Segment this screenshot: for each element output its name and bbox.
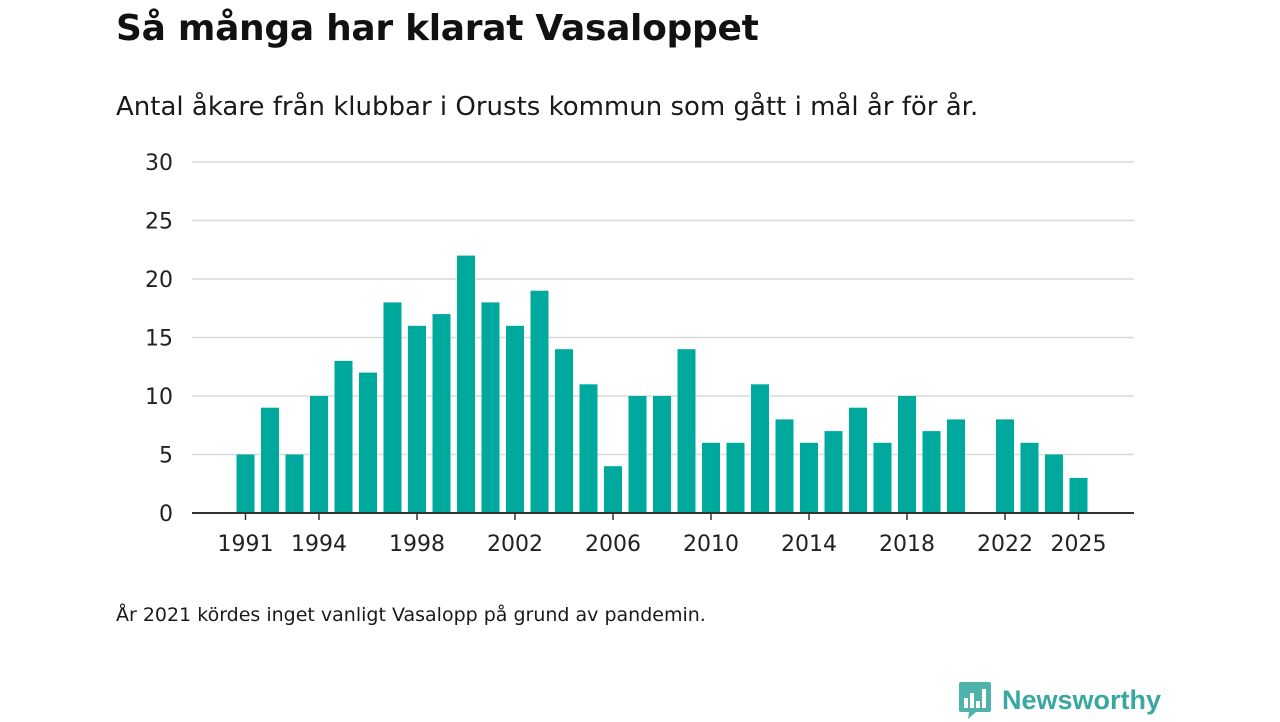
y-tick-label: 30 (145, 151, 173, 176)
bar-2002 (506, 325, 524, 513)
x-tick-label: 1991 (218, 532, 274, 557)
bar-2012 (751, 384, 769, 513)
bar-1997 (383, 302, 402, 513)
x-axis-ticks: 1991 1994 1998 2002 2006 2010 2014 2018 2022 2025 (218, 513, 1107, 557)
bar-2017 (873, 442, 892, 513)
brand-logo: Newsworthy (958, 678, 1161, 722)
bar-2015 (824, 431, 843, 513)
bar-2024 (1045, 454, 1063, 513)
x-tick-label: 1998 (389, 532, 445, 557)
y-tick-label: 15 (145, 327, 173, 352)
bar-1998 (408, 325, 426, 513)
y-axis-ticks: 0 5 10 15 20 25 30 (145, 151, 173, 527)
y-tick-label: 0 (159, 502, 173, 527)
brand-name: Newsworthy (1002, 684, 1162, 715)
bar-2000 (457, 255, 475, 513)
bar-2008 (653, 396, 671, 513)
bar-1994 (310, 396, 328, 513)
x-tick-label: 2014 (781, 532, 837, 557)
bar-1993 (285, 454, 304, 513)
bar-2005 (579, 384, 598, 513)
bar-2019 (922, 431, 941, 513)
bar-2009 (677, 349, 696, 513)
bar-1996 (359, 372, 377, 513)
bar-2001 (481, 302, 500, 513)
bar-2023 (1020, 442, 1039, 513)
bar-2007 (628, 396, 647, 513)
bar-2010 (702, 442, 720, 513)
x-tick-label: 2002 (487, 532, 543, 557)
bar-2018 (898, 396, 916, 513)
chart-subtitle: Antal åkare från klubbar i Orusts kommun… (116, 92, 979, 122)
bar-2025 (1069, 477, 1088, 513)
bar-2011 (726, 442, 745, 513)
bar-1992 (261, 407, 279, 513)
y-tick-label: 20 (145, 268, 173, 293)
x-tick-label: 2010 (683, 532, 739, 557)
bar-2020 (947, 419, 965, 513)
y-tick-label: 5 (159, 444, 173, 469)
x-tick-label: 2022 (977, 532, 1033, 557)
bars (236, 255, 1088, 513)
bar-2004 (555, 349, 573, 513)
y-tick-label: 10 (145, 385, 173, 410)
x-tick-label: 2006 (585, 532, 641, 557)
bar-2006 (604, 466, 622, 513)
bar-1999 (432, 314, 451, 513)
bar-2022 (996, 419, 1014, 513)
bar-1991 (236, 454, 255, 513)
bar-2016 (849, 407, 867, 513)
chart-title: Så många har klarat Vasaloppet (116, 8, 759, 49)
y-tick-label: 25 (145, 210, 173, 235)
bar-1995 (334, 360, 353, 513)
bar-2014 (800, 442, 818, 513)
footnote: År 2021 kördes inget vanligt Vasalopp på… (116, 604, 706, 626)
x-tick-label: 2018 (879, 532, 935, 557)
bar-chart-speech-bubble-icon (959, 682, 991, 719)
x-tick-label: 1994 (291, 532, 347, 557)
bar-2013 (775, 419, 794, 513)
bar-2003 (530, 290, 549, 513)
x-tick-label: 2025 (1051, 532, 1107, 557)
